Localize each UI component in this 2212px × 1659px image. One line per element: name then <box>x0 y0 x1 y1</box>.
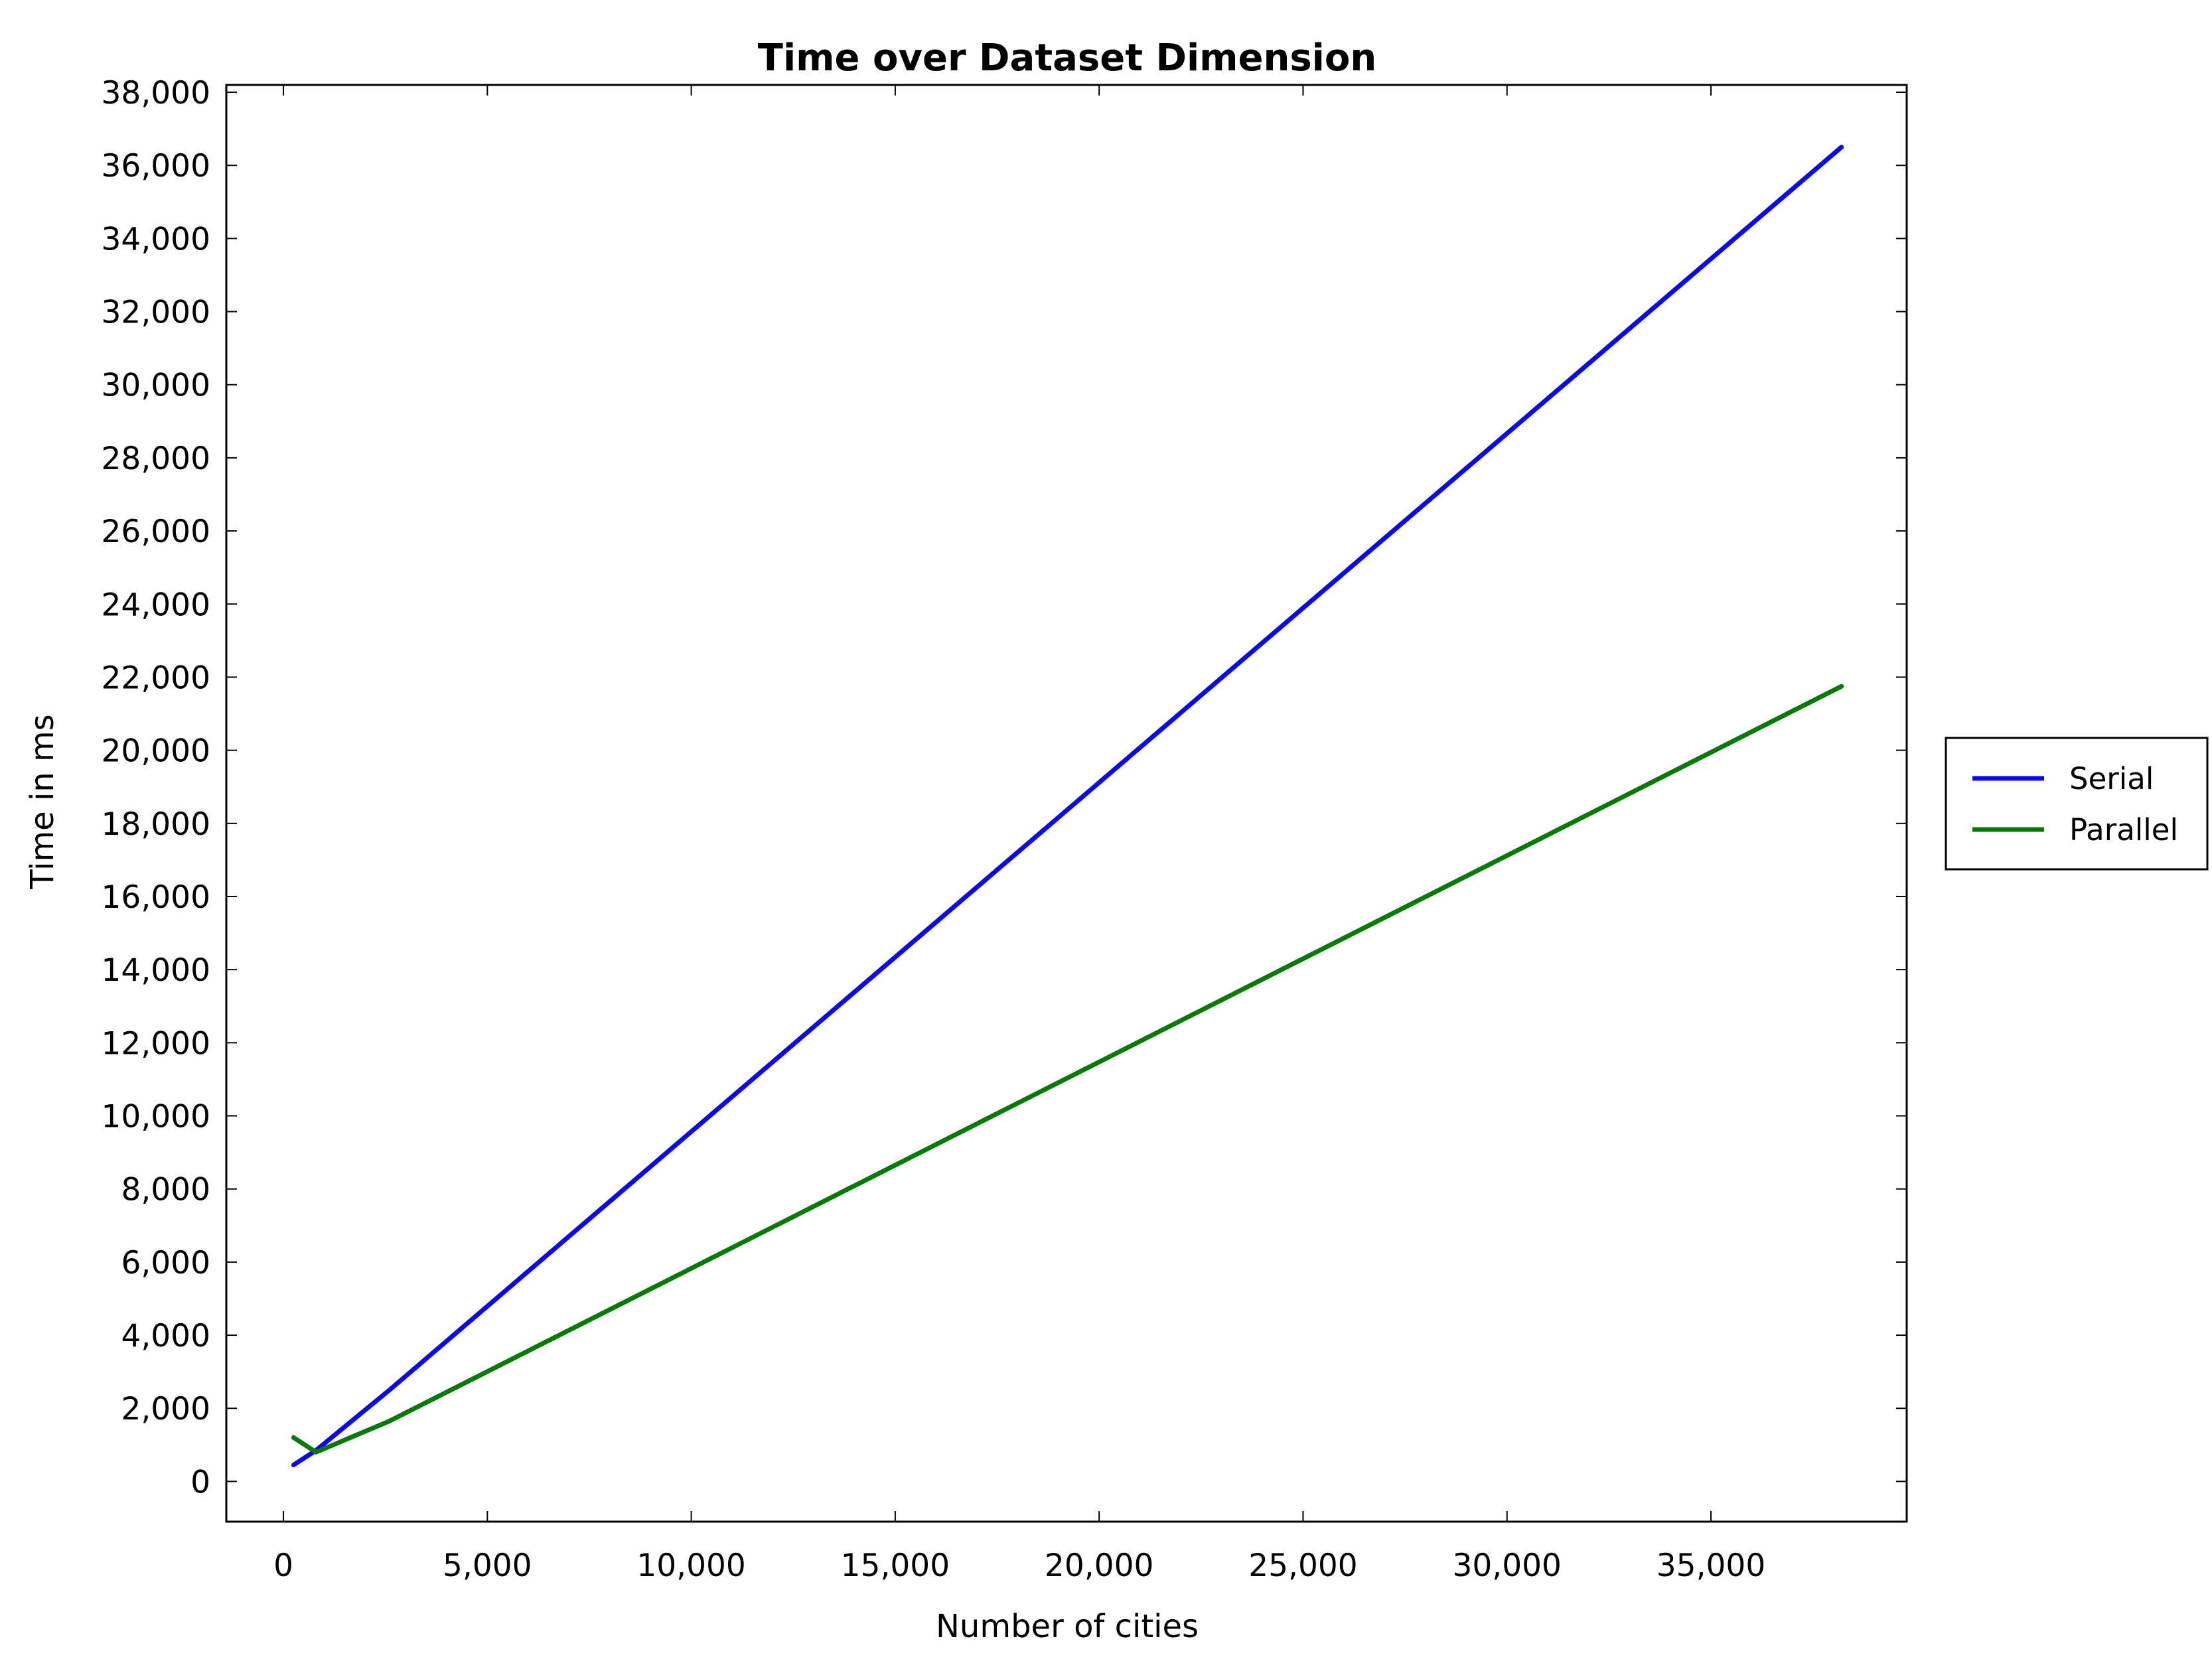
y-tick-label: 32,000 <box>102 295 210 331</box>
x-tick-label: 30,000 <box>1452 1548 1561 1584</box>
y-tick-label: 24,000 <box>102 587 210 623</box>
y-tick-label: 34,000 <box>102 221 210 257</box>
y-tick-label: 0 <box>190 1464 210 1500</box>
y-tick-label: 26,000 <box>102 514 210 550</box>
x-axis-label: Number of cities <box>936 1608 1199 1645</box>
chart-title: Time over Dataset Dimension <box>758 36 1376 80</box>
y-tick-label: 16,000 <box>102 879 210 916</box>
x-tick-label: 25,000 <box>1248 1548 1357 1584</box>
y-tick-label: 14,000 <box>102 952 210 989</box>
y-tick-label: 18,000 <box>102 806 210 843</box>
x-tick-label: 5,000 <box>443 1548 532 1584</box>
series-lines <box>291 145 1844 1468</box>
legend-box <box>1945 737 2209 871</box>
x-tick-label: 20,000 <box>1045 1548 1153 1584</box>
y-tick-label: 8,000 <box>121 1172 210 1208</box>
axis-ticks: 0 5,000 10,000 15,000 20,000 25,000 30,000 35,0… <box>102 75 1907 1584</box>
y-axis-label: Time in ms <box>24 714 61 890</box>
y-tick-label: 10,000 <box>102 1099 210 1135</box>
x-tick-label: 0 <box>273 1548 293 1584</box>
legend: Serial Parallel <box>1945 737 2209 871</box>
legend-serial-label: Serial <box>2069 761 2154 796</box>
series-line-parallel <box>291 684 1844 1455</box>
legend-parallel-label: Parallel <box>2069 812 2178 847</box>
y-tick-label: 2,000 <box>121 1391 210 1427</box>
y-tick-label: 36,000 <box>102 148 210 184</box>
x-tick-label: 15,000 <box>841 1548 950 1584</box>
x-tick-label: 35,000 <box>1657 1548 1765 1584</box>
plot-frame <box>225 84 1908 1523</box>
y-tick-label: 28,000 <box>102 441 210 477</box>
y-tick-label: 6,000 <box>121 1245 210 1281</box>
y-tick-label: 20,000 <box>102 733 210 770</box>
y-tick-label: 4,000 <box>121 1318 210 1354</box>
y-tick-label: 12,000 <box>102 1025 210 1062</box>
y-tick-label: 38,000 <box>102 75 210 111</box>
x-tick-label: 10,000 <box>636 1548 745 1584</box>
y-tick-label: 22,000 <box>102 660 210 696</box>
y-tick-label: 30,000 <box>102 368 210 404</box>
series-line-serial <box>291 145 1844 1468</box>
